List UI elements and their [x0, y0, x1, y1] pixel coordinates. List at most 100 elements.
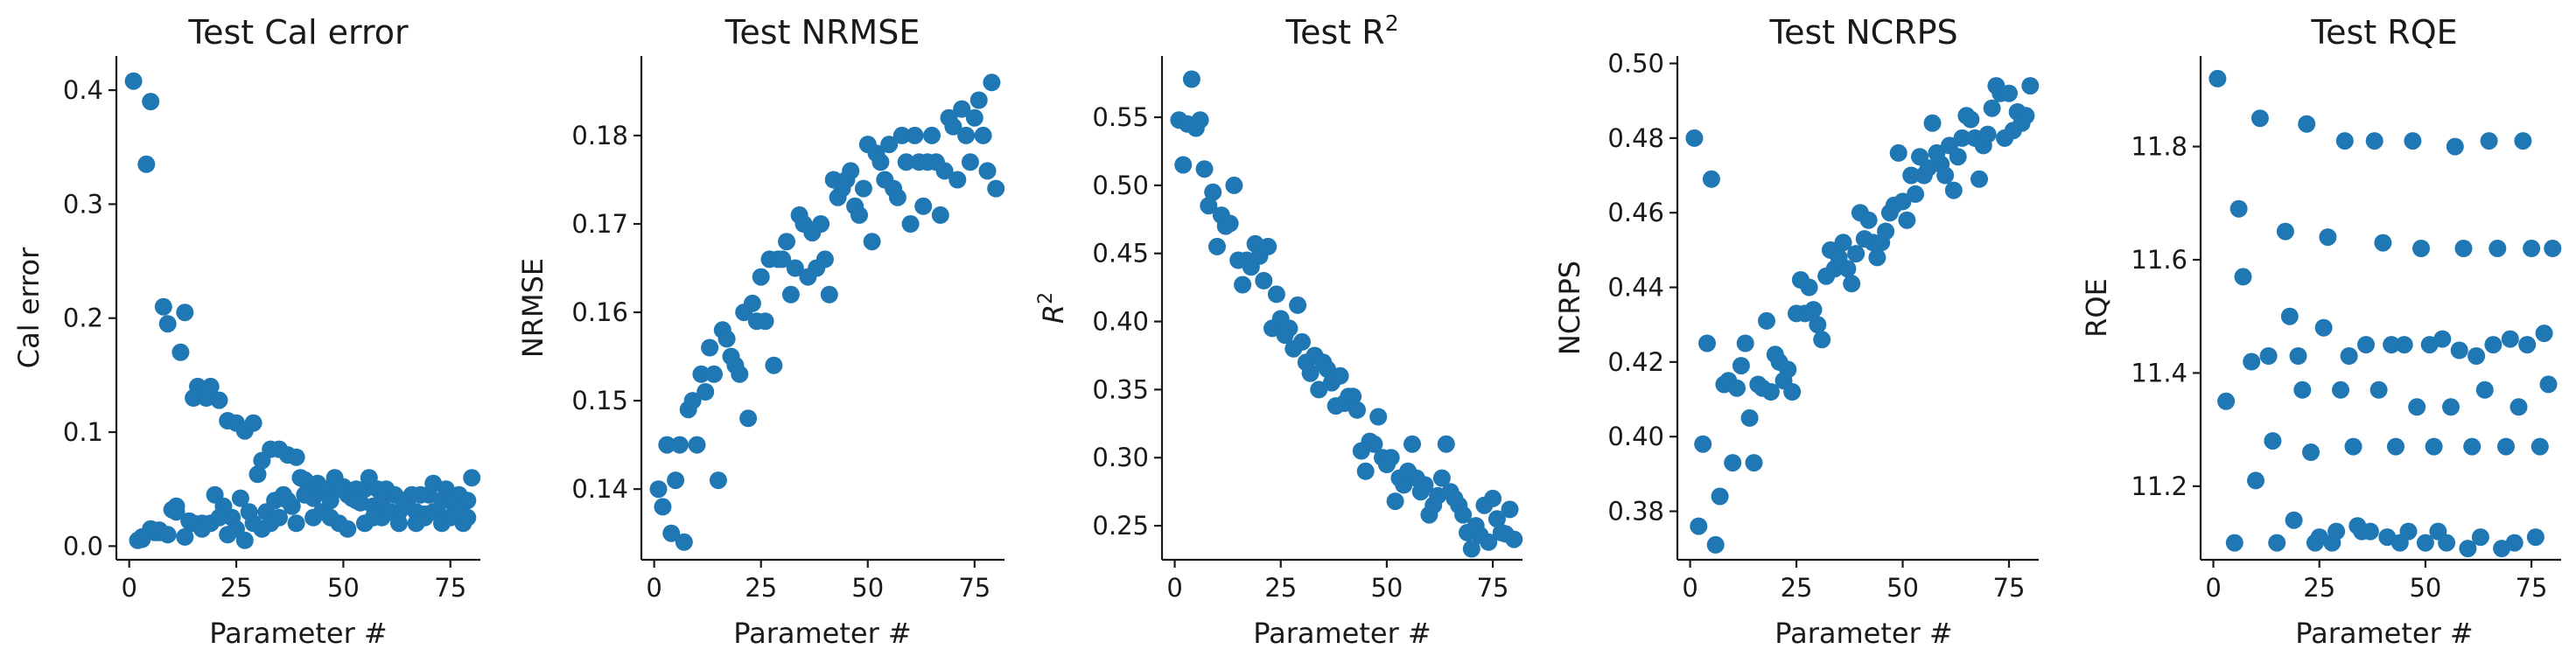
panel-nrmse: Test NRMSE Parameter # NRMSE 0 25 50 75 0.1… — [516, 13, 1005, 650]
x-tick-label: 0 — [646, 573, 662, 603]
data-point — [137, 155, 156, 173]
data-point — [1983, 99, 2001, 117]
data-point — [1480, 533, 1498, 551]
data-point — [978, 162, 997, 180]
data-point — [774, 250, 792, 269]
data-point — [944, 117, 962, 136]
data-point — [662, 524, 681, 542]
data-point — [1685, 129, 1704, 147]
data-point — [1724, 454, 1742, 472]
y-tick-label: 0.0 — [63, 531, 103, 561]
data-point — [1204, 183, 1222, 201]
data-point — [1859, 211, 1878, 229]
data-point — [2289, 347, 2307, 365]
data-point — [1923, 114, 1942, 132]
data-point — [2514, 132, 2532, 150]
data-point — [287, 448, 305, 466]
data-point — [1293, 332, 1311, 351]
data-point — [2450, 341, 2468, 359]
data-point — [1191, 111, 1209, 129]
panel-cal-error: Test Cal error Parameter # Cal error 0 25… — [12, 13, 481, 650]
y-tick-label: 0.40 — [1092, 307, 1149, 337]
y-tick-label: 11.4 — [2131, 358, 2188, 387]
x-axis-label: Parameter # — [209, 617, 387, 650]
data-point — [244, 414, 262, 432]
data-point — [1195, 160, 1214, 178]
panel-r-squared: Test R2 Parameter # R2 0 25 50 75 0.250.300… — [1035, 10, 1523, 650]
data-point — [1745, 454, 1763, 472]
data-point — [1877, 222, 1895, 241]
data-point — [901, 215, 920, 233]
y-axis-label-text: R — [1037, 304, 1070, 324]
data-point — [2217, 392, 2236, 410]
data-point — [842, 162, 860, 180]
y-axis-label: RQE — [2080, 278, 2113, 338]
data-point — [961, 153, 979, 171]
x-tick-label: 75 — [1477, 573, 1509, 603]
data-point — [390, 514, 408, 533]
y-ticks: 0.14 0.15 0.16 0.17 0.18 — [571, 121, 641, 504]
x-tick-label: 0 — [1682, 573, 1698, 603]
data-point — [2208, 69, 2227, 87]
data-point — [1234, 276, 1252, 294]
data-point — [696, 383, 715, 401]
data-point — [2302, 443, 2320, 461]
data-point — [654, 498, 672, 516]
data-point — [2468, 347, 2486, 365]
data-point — [786, 259, 804, 277]
data-point — [2501, 330, 2519, 348]
data-point — [670, 436, 689, 454]
panel-rqe: Test RQE Parameter # RQE 0 25 50 75 11.211.… — [2080, 13, 2562, 650]
data-point — [906, 126, 924, 144]
data-point — [2505, 534, 2524, 552]
data-point — [692, 365, 710, 383]
data-point — [2530, 437, 2549, 456]
data-point — [1800, 278, 1818, 297]
data-point — [1221, 214, 1239, 233]
data-point — [1949, 148, 1967, 166]
data-point — [398, 497, 416, 515]
y-ticks: 0.0 0.1 0.2 0.3 0.4 — [63, 75, 116, 561]
points — [1170, 70, 1523, 558]
data-point — [1970, 170, 1988, 188]
y-axis-label: NRMSE — [516, 258, 550, 358]
data-point — [2497, 437, 2515, 456]
data-point — [2374, 234, 2392, 252]
y-tick-label: 0.46 — [1607, 198, 1664, 227]
x-ticks: 0 25 50 75 — [2205, 560, 2548, 603]
data-point — [2459, 540, 2477, 558]
data-point — [2463, 437, 2482, 456]
data-point — [1369, 408, 1388, 426]
x-ticks: 0 25 50 75 — [646, 560, 990, 603]
points — [649, 73, 1005, 551]
data-point — [2370, 380, 2388, 399]
x-tick-label: 50 — [327, 573, 360, 603]
data-point — [2480, 132, 2498, 150]
panel-title: Test Cal error — [187, 13, 409, 52]
data-point — [1174, 156, 1193, 174]
y-axis-label-superscript: 2 — [1035, 292, 1057, 304]
data-point — [142, 93, 160, 111]
data-point — [820, 285, 838, 304]
y-axis-label: Cal error — [12, 247, 46, 368]
data-point — [339, 520, 357, 538]
data-point — [248, 465, 267, 484]
x-ticks: 0 25 50 75 — [1682, 560, 2025, 603]
y-tick-label: 0.25 — [1092, 511, 1149, 541]
data-point — [1182, 70, 1200, 88]
data-point — [270, 508, 288, 527]
data-point — [287, 514, 305, 533]
data-point — [1432, 469, 1451, 487]
data-point — [2412, 240, 2430, 257]
data-point — [1505, 530, 1523, 548]
data-point — [2383, 336, 2401, 354]
y-tick-label: 0.4 — [63, 75, 103, 105]
data-point — [1732, 357, 1750, 375]
data-point — [1289, 296, 1307, 314]
data-point — [1356, 462, 1375, 480]
x-tick-label: 50 — [1886, 573, 1919, 603]
data-point — [2225, 534, 2244, 552]
data-point — [2268, 534, 2286, 552]
x-tick-label: 0 — [2205, 573, 2221, 603]
data-point — [923, 126, 941, 144]
